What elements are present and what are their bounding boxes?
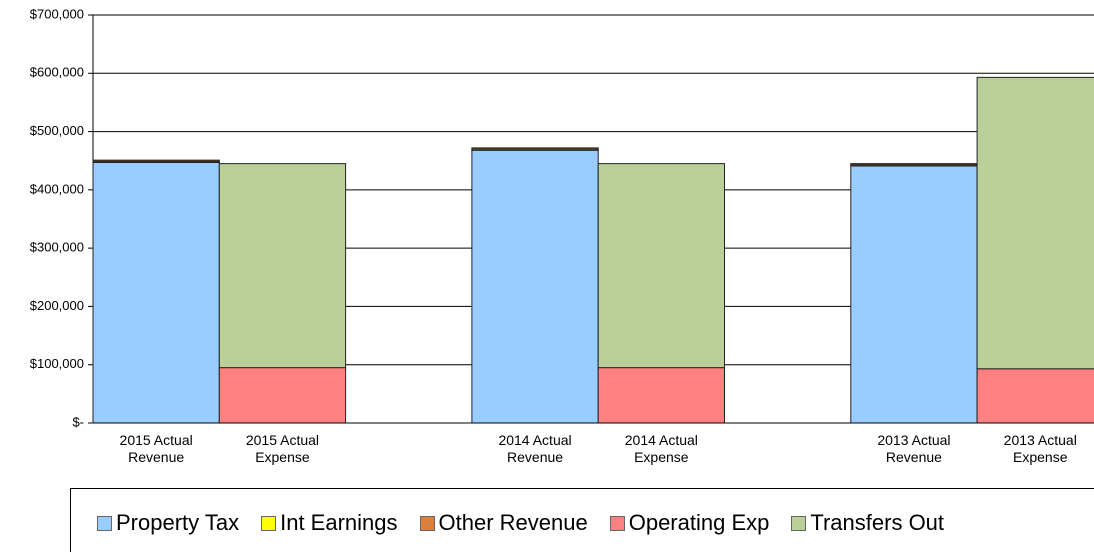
legend-swatch	[419, 515, 435, 531]
y-tick-label: $100,000	[30, 356, 84, 371]
y-tick-label: $700,000	[30, 6, 84, 21]
x-tick-label: 2014 Actual Expense	[624, 432, 698, 465]
legend-label: Transfers Out	[810, 510, 945, 535]
y-tick-label: $200,000	[30, 298, 84, 313]
legend-label: Operating Exp	[628, 510, 770, 535]
legend-item: Other Revenue	[419, 510, 588, 536]
legend-label: Int Earnings	[280, 510, 398, 535]
y-tick-label: $500,000	[30, 123, 84, 138]
bar-segment	[471, 147, 599, 150]
legend-item: Transfers Out	[791, 510, 944, 536]
bar-segment	[597, 163, 726, 369]
x-tick-label: 2013 Actual Revenue	[877, 432, 951, 465]
legend-item: Operating Exp	[609, 510, 770, 536]
legend-item: Property Tax	[97, 510, 239, 536]
x-tick-label: 2013 Actual Expense	[1003, 432, 1077, 465]
bar-segment	[850, 165, 978, 424]
bar-segment	[218, 163, 347, 369]
y-tick-label: $600,000	[30, 65, 84, 80]
x-tick-label: 2015 Actual Revenue	[119, 432, 193, 465]
bar-segment	[92, 159, 220, 162]
bar-segment	[218, 367, 347, 424]
legend-item: Int Earnings	[261, 510, 398, 536]
bar-segment	[597, 367, 726, 424]
bar-segment	[850, 163, 978, 166]
legend: Property Tax Int Earnings Other Revenue Ope…	[70, 488, 1094, 552]
y-tick-label: $-	[72, 414, 84, 429]
legend-swatch	[609, 515, 625, 531]
y-tick-label: $400,000	[30, 181, 84, 196]
legend-swatch	[261, 515, 277, 531]
y-tick-label: $300,000	[30, 240, 84, 255]
bar-segment	[92, 161, 220, 424]
bar-segment	[471, 149, 599, 424]
x-tick-label: 2015 Actual Expense	[245, 432, 320, 465]
legend-swatch	[791, 515, 807, 531]
legend-label: Other Revenue	[438, 510, 588, 535]
x-tick-label: 2014 Actual Revenue	[498, 432, 572, 465]
legend-swatch	[97, 515, 112, 531]
bar-segment	[976, 76, 1094, 370]
legend-label: Property Tax	[116, 510, 240, 535]
bar-segment	[976, 368, 1094, 424]
